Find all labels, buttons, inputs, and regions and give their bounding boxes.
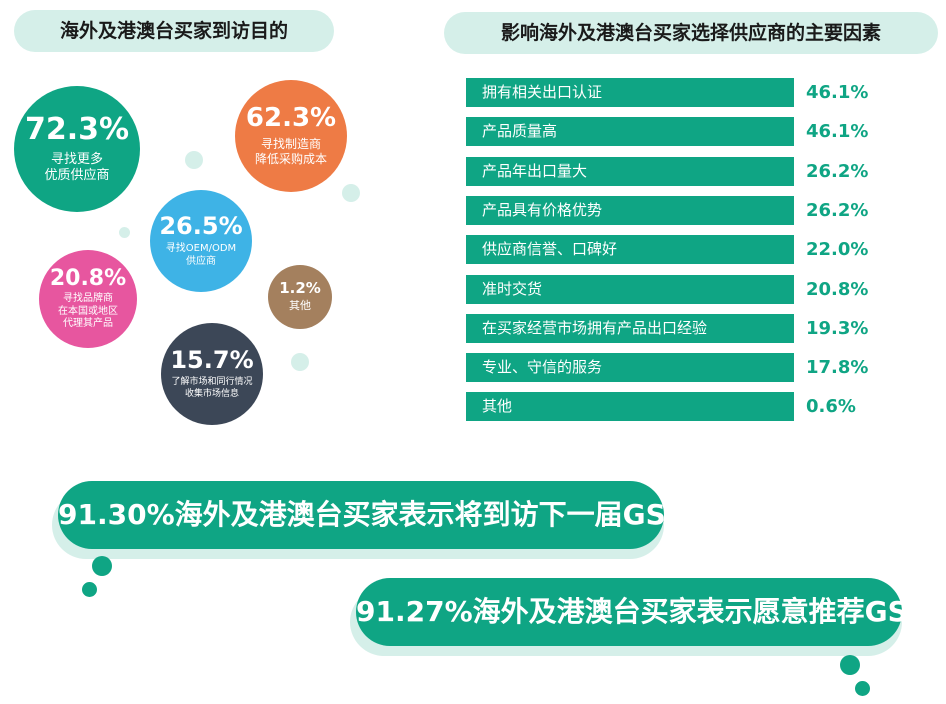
decorative-dot <box>82 582 97 597</box>
decorative-dot <box>92 556 112 576</box>
bar-category-label: 产品年出口量大 <box>482 161 588 180</box>
bar-category-label: 其他 <box>482 397 513 416</box>
bar-value-label: 22.0% <box>806 239 869 261</box>
bubble-caption: 其他 <box>289 299 311 312</box>
bar-value-label: 0.6% <box>806 396 856 418</box>
bubble-quality-suppliers: 72.3% 寻找更多 优质供应商 <box>14 86 140 212</box>
bar-value-label: 46.1% <box>806 121 869 143</box>
recommend-banner: 91.27%海外及港澳台买家表示愿意推荐GSF <box>356 578 927 646</box>
right-section-title: 影响海外及港澳台买家选择供应商的主要因素 <box>444 12 938 54</box>
bubble-brand-agents: 20.8% 寻找品牌商 在本国或地区 代理其产品 <box>39 250 137 348</box>
bar-category-label: 准时交货 <box>482 279 543 298</box>
bar-value-label: 20.8% <box>806 278 869 300</box>
bubble-manufacturers: 62.3% 寻找制造商 降低采购成本 <box>235 80 347 192</box>
bar <box>466 392 794 422</box>
bubble-caption: 供应商 <box>186 255 216 267</box>
bar <box>466 235 794 265</box>
bar-value-label: 26.2% <box>806 160 869 182</box>
bar-category-label: 产品具有价格优势 <box>482 200 603 219</box>
bubble-percent: 1.2% <box>279 279 321 298</box>
bar <box>466 78 794 107</box>
bubble-caption: 了解市场和同行情况 <box>171 377 253 388</box>
bubble-caption: 代理其产品 <box>63 318 113 330</box>
bubble-caption: 寻找更多 <box>50 151 103 167</box>
bar-category-label: 专业、守信的服务 <box>482 358 603 377</box>
bubble-caption: 寻找OEM/ODM <box>165 243 237 255</box>
bar <box>466 195 794 225</box>
bar-value-label: 19.3% <box>806 317 869 339</box>
bar <box>466 313 794 343</box>
bubble-caption: 寻找制造商 <box>260 137 321 152</box>
bubble-percent: 15.7% <box>170 346 254 375</box>
bubble-caption: 在本国或地区 <box>58 305 118 317</box>
bubble-percent: 26.5% <box>159 211 243 240</box>
bar-value-label: 26.2% <box>806 199 869 221</box>
bar-category-label: 产品质量高 <box>482 122 558 141</box>
left-section-title: 海外及港澳台买家到访目的 <box>14 10 334 52</box>
bubble-percent: 72.3% <box>24 112 130 147</box>
bubble-caption: 收集市场信息 <box>184 388 239 399</box>
bubble-market-info: 15.7% 了解市场和同行情况 收集市场信息 <box>161 323 263 425</box>
bar <box>466 117 794 147</box>
bar-value-label: 17.8% <box>806 357 869 379</box>
bar-category-label: 在买家经营市场拥有产品出口经验 <box>482 318 708 337</box>
bubble-caption: 寻找品牌商 <box>63 293 113 305</box>
decorative-dot <box>291 353 309 371</box>
decorative-dot <box>185 151 203 169</box>
bar-category-label: 供应商信誉、口碑好 <box>482 240 618 259</box>
bar-category-label: 拥有相关出口认证 <box>482 83 603 101</box>
bar <box>466 156 794 186</box>
bubble-other: 1.2% 其他 <box>268 265 332 329</box>
revisit-banner: 91.30%海外及港澳台买家表示将到访下一届GSF <box>58 481 685 549</box>
decorative-dot <box>840 655 860 675</box>
decorative-dot <box>855 681 870 696</box>
bubble-caption: 降低采购成本 <box>254 152 327 167</box>
bubble-caption: 优质供应商 <box>44 167 110 183</box>
bubble-percent: 62.3% <box>245 102 337 133</box>
decorative-dot <box>119 227 130 238</box>
bubble-percent: 20.8% <box>49 266 127 292</box>
bubble-oem-odm: 26.5% 寻找OEM/ODM 供应商 <box>150 190 252 292</box>
bar <box>466 274 794 304</box>
decorative-dot <box>342 184 360 202</box>
bar <box>466 353 794 383</box>
bar-value-label: 46.1% <box>806 82 869 103</box>
